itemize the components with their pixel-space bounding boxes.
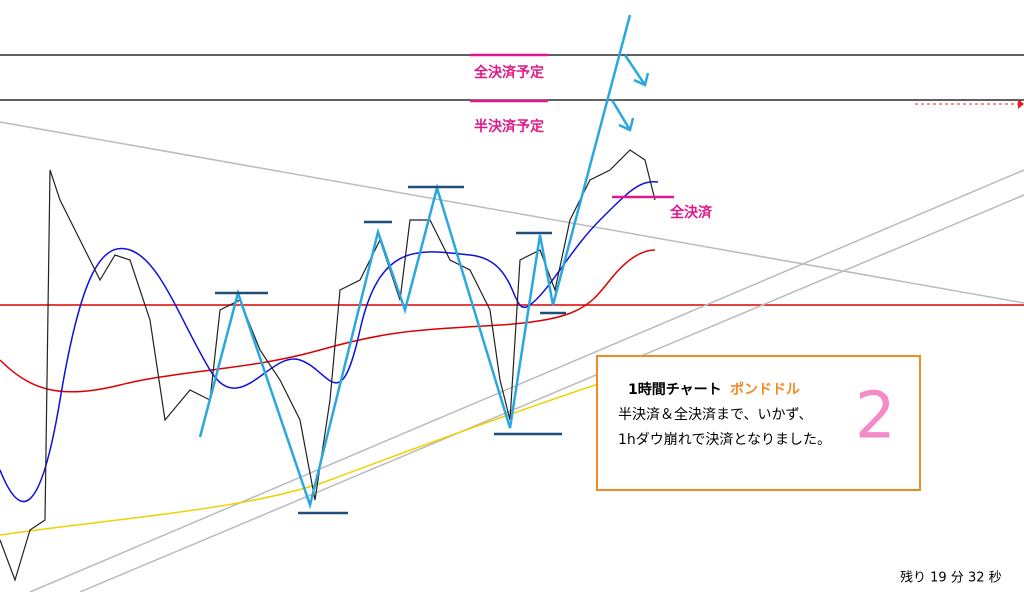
trend-line <box>0 121 1024 304</box>
arrow-head <box>618 117 635 132</box>
ma-long <box>0 379 611 536</box>
annotation: 全決済予定 <box>473 64 544 81</box>
wave-line <box>198 14 632 510</box>
note-box <box>596 355 921 491</box>
pivot-markers <box>215 185 566 515</box>
note-timeframe: 1時間チャート <box>628 381 722 398</box>
wave-line <box>623 54 647 86</box>
wave-line <box>610 99 632 131</box>
note-number: 2 <box>855 380 896 454</box>
annotation: 半決済予定 <box>474 118 544 135</box>
target-markers <box>470 53 674 199</box>
note-pair: ポンドドル <box>730 381 800 398</box>
note-text: 1hダウ崩れで決済となりました。 <box>618 432 831 448</box>
annotation: 全決済 <box>669 204 713 221</box>
price-path <box>0 149 656 582</box>
remaining-time: 残り 19 分 32 秒 <box>900 571 1002 586</box>
ma-mid <box>0 249 656 393</box>
trend-line <box>79 194 1024 592</box>
arrow-head <box>633 72 650 87</box>
note-text: 半決済＆全決済まで、いかず、 <box>618 406 812 423</box>
ma-short <box>0 181 659 502</box>
trend-line <box>29 169 1024 592</box>
price-arrow-head <box>1018 99 1024 109</box>
